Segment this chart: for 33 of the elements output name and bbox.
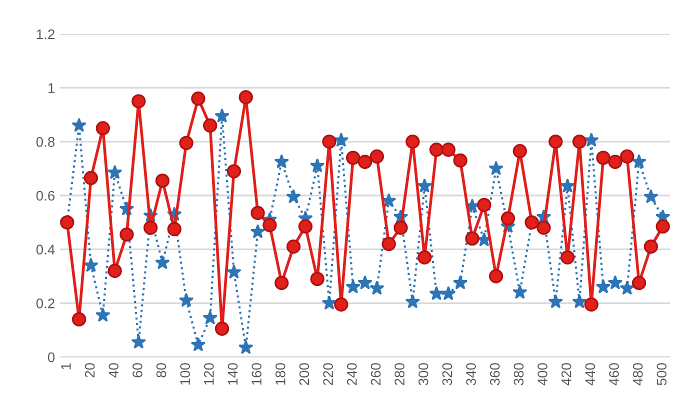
x-tick-label: 40 <box>108 363 119 378</box>
x-tick-label: 60 <box>132 363 142 378</box>
x-tick-label: 100 <box>180 363 190 385</box>
x-tick-label: 1 <box>61 363 71 370</box>
x-tick-label: 300 <box>418 363 428 386</box>
y-tick-label: 0.6 <box>36 190 55 201</box>
y-tick-label: 1.2 <box>36 29 54 40</box>
x-tick-label: 220 <box>323 363 333 386</box>
x-tick-label: 120 <box>204 363 214 385</box>
x-tick-label: 80 <box>156 363 166 378</box>
y-tick-label: 0.4 <box>36 244 55 255</box>
x-tick-label: 260 <box>370 363 381 386</box>
y-tick-label: 1 <box>48 83 54 93</box>
x-tick-label: 340 <box>466 363 476 386</box>
y-tick-label: 0.2 <box>36 298 54 308</box>
y-tick-label: 0 <box>48 352 55 362</box>
x-tick-label: 380 <box>514 363 524 386</box>
x-tick-label: 280 <box>394 363 404 386</box>
x-tick-label: 140 <box>228 363 238 385</box>
x-tick-label: 360 <box>490 363 500 386</box>
x-tick-label: 160 <box>252 363 262 385</box>
x-tick-label: 320 <box>442 363 452 386</box>
x-tick-label: 240 <box>346 363 357 386</box>
y-tick-label: 0.8 <box>36 137 55 147</box>
x-tick-label: 480 <box>632 363 643 386</box>
x-tick-label: 400 <box>538 363 548 386</box>
x-tick-label: 200 <box>299 363 310 386</box>
x-tick-label: 180 <box>275 363 286 385</box>
x-tick-label: 460 <box>609 363 619 386</box>
x-tick-label: 420 <box>561 363 572 386</box>
x-tick-label: 440 <box>585 363 596 386</box>
x-tick-label: 500 <box>656 363 667 386</box>
x-tick-label: 20 <box>84 363 95 378</box>
